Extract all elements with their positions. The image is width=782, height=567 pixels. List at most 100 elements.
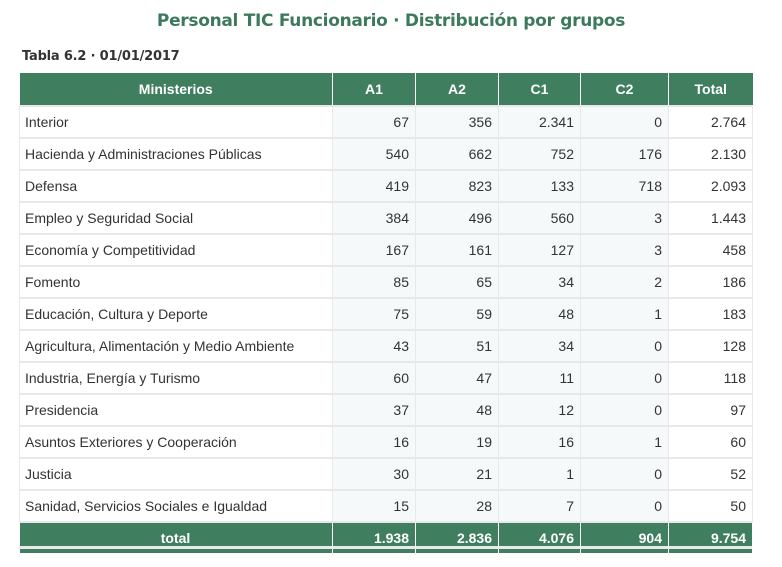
a1-value: 30 bbox=[332, 457, 416, 491]
c1-value: 127 bbox=[498, 233, 581, 267]
c1-value: 1 bbox=[498, 457, 581, 491]
ministry-name: Interior bbox=[19, 105, 333, 139]
table-row: Asuntos Exteriores y Cooperación 16 19 16 1 6… bbox=[19, 425, 753, 459]
column-header-a1: A1 bbox=[332, 73, 416, 106]
a1-value: 60 bbox=[332, 361, 416, 395]
total-value: 2.764 bbox=[668, 105, 753, 139]
c2-value: 3 bbox=[580, 233, 669, 267]
ministry-name: Empleo y Seguridad Social bbox=[19, 201, 333, 235]
table-bottom-shadow bbox=[19, 546, 752, 549]
c1-value: 48 bbox=[498, 297, 581, 331]
total-value: 50 bbox=[668, 489, 753, 523]
table-row: Fomento 85 65 34 2 186 bbox=[19, 265, 753, 299]
column-header-c1: C1 bbox=[498, 73, 581, 106]
ministry-name: Presidencia bbox=[19, 393, 333, 427]
c2-value: 3 bbox=[580, 201, 669, 235]
page-title: Personal TIC Funcionario · Distribución … bbox=[156, 11, 626, 31]
ministry-name: Industria, Energía y Turismo bbox=[19, 361, 333, 395]
c1-value: 16 bbox=[498, 425, 581, 459]
c1-value: 7 bbox=[498, 489, 581, 523]
a1-value: 67 bbox=[332, 105, 416, 139]
ministry-name: Justicia bbox=[19, 457, 333, 491]
ministry-name: Hacienda y Administraciones Públicas bbox=[19, 137, 333, 171]
c1-value: 752 bbox=[498, 137, 581, 171]
a2-value: 161 bbox=[415, 233, 499, 267]
a1-value: 384 bbox=[332, 201, 416, 235]
ministry-name: Sanidad, Servicios Sociales e Igualdad bbox=[19, 489, 333, 523]
c1-value: 133 bbox=[498, 169, 581, 203]
c2-value: 1 bbox=[580, 297, 669, 331]
table-row: Educación, Cultura y Deporte 75 59 48 1 183 bbox=[19, 297, 753, 331]
a2-value: 48 bbox=[415, 393, 499, 427]
a2-value: 496 bbox=[415, 201, 499, 235]
a1-value: 43 bbox=[332, 329, 416, 363]
total-value: 183 bbox=[668, 297, 753, 331]
table-row: Industria, Energía y Turismo 60 47 11 0 118 bbox=[19, 361, 753, 395]
total-value: 1.443 bbox=[668, 201, 753, 235]
table-row: Hacienda y Administraciones Públicas 540 6… bbox=[19, 137, 753, 171]
c2-value: 0 bbox=[580, 361, 669, 395]
a2-value: 51 bbox=[415, 329, 499, 363]
ministry-name: Educación, Cultura y Deporte bbox=[19, 297, 333, 331]
total-value: 128 bbox=[668, 329, 753, 363]
c1-value: 12 bbox=[498, 393, 581, 427]
table-row: Justicia 30 21 1 0 52 bbox=[19, 457, 753, 491]
a2-value: 28 bbox=[415, 489, 499, 523]
c1-value: 34 bbox=[498, 265, 581, 299]
column-header-total: Total bbox=[668, 73, 753, 106]
c1-value: 34 bbox=[498, 329, 581, 363]
c2-value: 1 bbox=[580, 425, 669, 459]
table-row: Sanidad, Servicios Sociales e Igualdad 15… bbox=[19, 489, 753, 523]
total-value: 118 bbox=[668, 361, 753, 395]
a1-value: 75 bbox=[332, 297, 416, 331]
a1-value: 16 bbox=[332, 425, 416, 459]
data-table: Ministerios A1 A2 C1 C2 Total Interior 67… bbox=[19, 73, 753, 554]
c1-value: 560 bbox=[498, 201, 581, 235]
table-row: Interior 67 356 2.341 0 2.764 bbox=[19, 105, 753, 139]
total-value: 458 bbox=[668, 233, 753, 267]
a2-value: 19 bbox=[415, 425, 499, 459]
total-value: 52 bbox=[668, 457, 753, 491]
c2-value: 718 bbox=[580, 169, 669, 203]
c2-value: 0 bbox=[580, 489, 669, 523]
a2-value: 662 bbox=[415, 137, 499, 171]
a1-value: 540 bbox=[332, 137, 416, 171]
a2-value: 65 bbox=[415, 265, 499, 299]
a1-value: 37 bbox=[332, 393, 416, 427]
total-value: 97 bbox=[668, 393, 753, 427]
a1-value: 167 bbox=[332, 233, 416, 267]
a2-value: 356 bbox=[415, 105, 499, 139]
table-row: Defensa 419 823 133 718 2.093 bbox=[19, 169, 753, 203]
c2-value: 2 bbox=[580, 265, 669, 299]
c2-value: 0 bbox=[580, 105, 669, 139]
table-row: Presidencia 37 48 12 0 97 bbox=[19, 393, 753, 427]
column-header-c2: C2 bbox=[580, 73, 669, 106]
a2-value: 823 bbox=[415, 169, 499, 203]
ministry-name: Defensa bbox=[19, 169, 333, 203]
total-value: 2.093 bbox=[668, 169, 753, 203]
total-value: 2.130 bbox=[668, 137, 753, 171]
c2-value: 0 bbox=[580, 329, 669, 363]
ministry-name: Economía y Competitividad bbox=[19, 233, 333, 267]
total-value: 60 bbox=[668, 425, 753, 459]
ministry-name: Agricultura, Alimentación y Medio Ambien… bbox=[19, 329, 333, 363]
ministry-name: Asuntos Exteriores y Cooperación bbox=[19, 425, 333, 459]
table-row: Empleo y Seguridad Social 384 496 560 3 1.443 bbox=[19, 201, 753, 235]
total-value: 186 bbox=[668, 265, 753, 299]
a1-value: 85 bbox=[332, 265, 416, 299]
a1-value: 419 bbox=[332, 169, 416, 203]
c1-value: 11 bbox=[498, 361, 581, 395]
ministry-name: Fomento bbox=[19, 265, 333, 299]
column-header-ministerios: Ministerios bbox=[19, 73, 333, 106]
c1-value: 2.341 bbox=[498, 105, 581, 139]
a2-value: 47 bbox=[415, 361, 499, 395]
table-row: Agricultura, Alimentación y Medio Ambien… bbox=[19, 329, 753, 363]
c2-value: 176 bbox=[580, 137, 669, 171]
a1-value: 15 bbox=[332, 489, 416, 523]
table-row: Economía y Competitividad 167 161 127 3 458 bbox=[19, 233, 753, 267]
c2-value: 0 bbox=[580, 393, 669, 427]
a2-value: 59 bbox=[415, 297, 499, 331]
column-header-a2: A2 bbox=[415, 73, 499, 106]
a2-value: 21 bbox=[415, 457, 499, 491]
table-caption: Tabla 6.2 · 01/01/2017 bbox=[22, 49, 180, 64]
